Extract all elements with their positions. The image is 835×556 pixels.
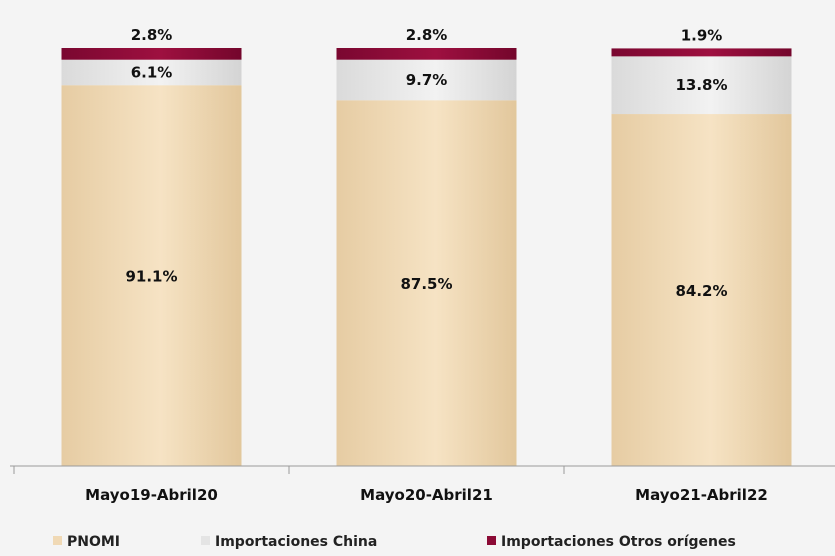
legend: PNOMI Importaciones China Importaciones Ot… <box>53 534 736 550</box>
data-label: 2.8% <box>406 26 448 44</box>
legend-label: Importaciones China <box>215 534 377 550</box>
category-label: Mayo21-Abril22 <box>635 486 768 504</box>
data-label: 91.1% <box>125 268 177 286</box>
bar-segment-importaciones-china <box>336 59 517 101</box>
x-axis-ticks <box>13 466 565 474</box>
category-label: Mayo20-Abril21 <box>360 486 493 504</box>
legend-item-importaciones-otros-or-genes: Importaciones Otros orígenes <box>487 534 736 550</box>
category-label: Mayo19-Abril20 <box>85 486 218 504</box>
bar-segment-pnomi <box>336 100 517 466</box>
data-label: 13.8% <box>675 76 727 94</box>
data-label: 87.5% <box>400 275 452 293</box>
bar-segment-importaciones-china <box>61 59 242 86</box>
legend-swatch <box>53 536 62 545</box>
legend-swatch <box>201 536 210 545</box>
bar-segment-importaciones-china <box>611 56 792 115</box>
legend-item-pnomi: PNOMI <box>53 534 120 550</box>
data-label: 1.9% <box>681 26 723 44</box>
legend-label: PNOMI <box>67 534 120 550</box>
bar-segment-importaciones-otros-or-genes <box>61 48 242 60</box>
legend-swatch <box>487 536 496 545</box>
bar-segment-importaciones-otros-or-genes <box>611 48 792 57</box>
data-label: 84.2% <box>675 282 727 300</box>
data-label: 6.1% <box>131 63 173 81</box>
data-label: 9.7% <box>406 71 448 89</box>
legend-label: Importaciones Otros orígenes <box>501 534 736 550</box>
bars-layer: 91.1% 6.1% 2.8% 87.5% 9.7% 2.8% 84.2% 13.8% 1.9% <box>61 26 792 467</box>
bar-segment-importaciones-otros-or-genes <box>336 48 517 60</box>
data-label: 2.8% <box>131 26 173 44</box>
bar-segment-pnomi <box>611 114 792 466</box>
legend-item-importaciones-china: Importaciones China <box>201 534 377 550</box>
bar-segment-pnomi <box>61 85 242 467</box>
category-labels: Mayo19-Abril20 Mayo20-Abril21 Mayo21-Abril… <box>85 486 768 504</box>
